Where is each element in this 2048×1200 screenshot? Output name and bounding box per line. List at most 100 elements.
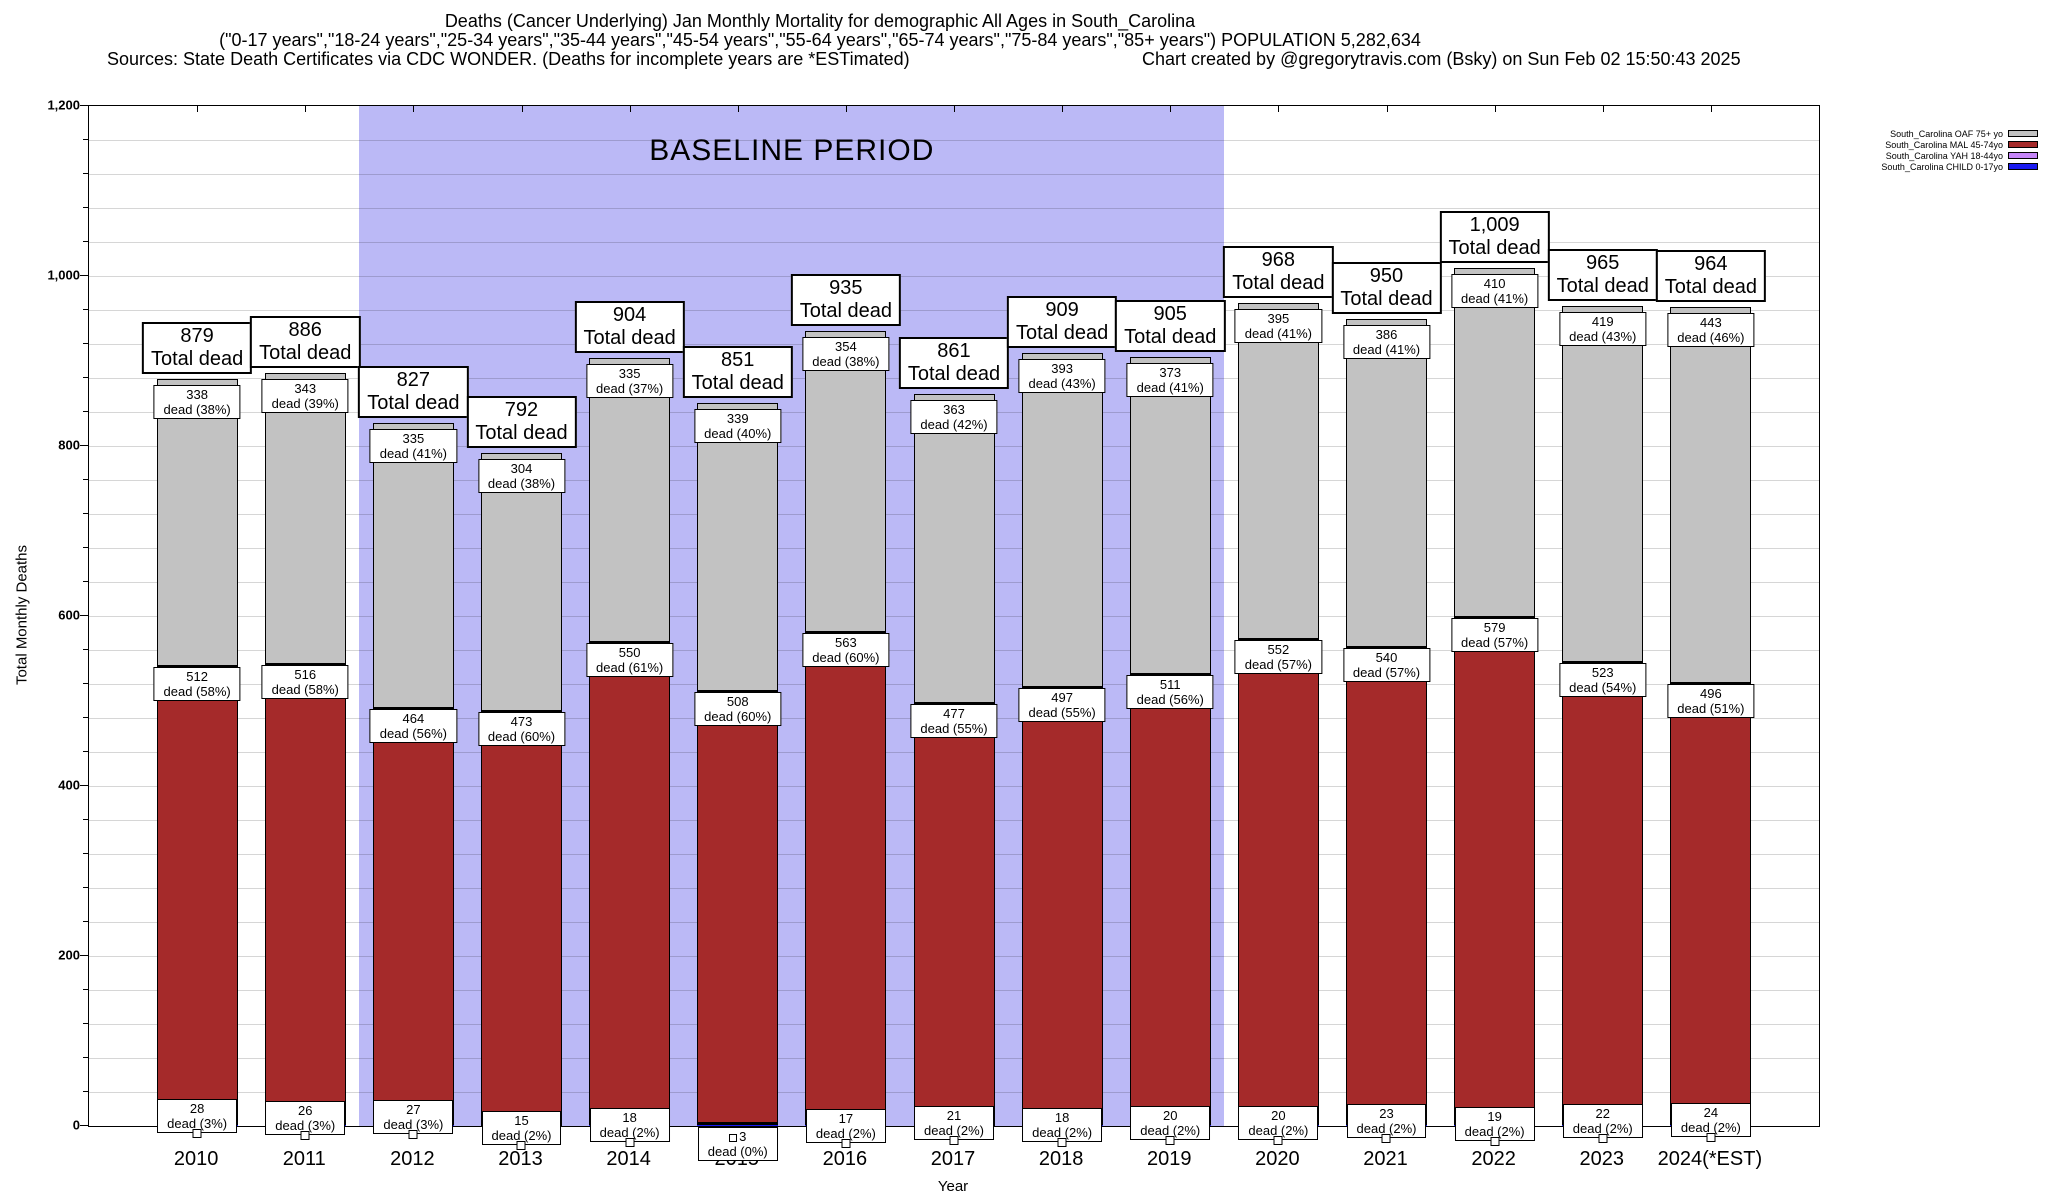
yah-segment-label: 24 dead (2%) [1670,1102,1751,1142]
plot-area: BASELINE PERIOD 879 Total dead 338 dead (38%… [88,105,1820,1162]
child-marker-square [1598,1134,1608,1144]
mal-segment-label: 508 dead (60%) [694,691,782,726]
yah-value: 18 [622,1109,637,1125]
oaf-segment [1346,318,1427,647]
yah-value: 20 [1163,1108,1178,1124]
x-tick-mark [1170,106,1172,112]
oaf-text: dead (38%) [812,354,880,370]
mal-segment-label: 497 dead (55%) [1018,688,1106,723]
x-tick-label: 2017 [930,1148,976,1170]
oaf-segment-label: 443 dead (46%) [1667,312,1755,347]
y-minor-tick-mark [83,921,88,922]
total-dead-label: 909 Total dead [1006,296,1118,349]
x-tick-mark [305,106,307,112]
yah-segment-label: 22 dead (2%) [1562,1104,1643,1144]
total-value: 861 [937,340,971,363]
y-tick-label: 1,000 [47,267,80,283]
y-minor-tick-mark [83,649,88,650]
y-minor-tick-mark [83,241,88,242]
yah-segment-label: 23 dead (2%) [1346,1103,1427,1143]
y-tick-label: 400 [58,777,80,793]
mal-text: dead (55%) [920,720,988,736]
legend-swatch [2008,130,2038,137]
total-dead-label: 964 Total dead [1655,249,1767,302]
yah-text: dead (0%) [707,1144,768,1160]
gridline [89,242,1819,243]
gridline [89,310,1819,311]
oaf-text: dead (38%) [487,475,556,491]
x-axis-title: Year [937,1178,969,1195]
child-marker-square [192,1129,202,1139]
yah-value: 15 [514,1113,529,1129]
yah-segment-label: 20 dead (2%) [1238,1106,1319,1146]
mal-segment [372,707,454,1103]
y-minor-tick-mark [83,751,88,752]
gridline [89,208,1819,209]
total-dead-label: 950 Total dead [1331,261,1442,314]
oaf-text: dead (41%) [1244,326,1312,342]
mal-text: dead (51%) [1677,701,1745,717]
total-text: Total dead [583,326,676,349]
oaf-value: 395 [1267,311,1290,327]
title-line-3: Sources: State Death Certificates via CD… [0,49,1741,69]
y-minor-tick-mark [83,887,88,888]
gridline [89,174,1819,175]
x-tick-mark [1710,106,1712,112]
x-tick-mark [413,106,415,112]
x-tick-label: 2023 [1579,1148,1625,1170]
y-minor-tick-mark [83,819,88,820]
mal-value: 511 [1159,676,1181,692]
x-tick-label: 2016 [822,1148,868,1170]
child-marker-square [1273,1136,1283,1146]
yah-segment-label: 18 dead (2%) [589,1107,670,1147]
yah-segment-label: 17 dead (2%) [805,1108,886,1148]
y-minor-tick-mark [83,377,88,378]
oaf-text: dead (43%) [1028,376,1096,392]
mal-text: dead (60%) [487,729,556,745]
mal-value: 464 [402,710,425,726]
oaf-segment [1670,306,1752,684]
x-tick-mark [1386,106,1388,112]
oaf-segment-label: 393 dead (43%) [1018,359,1106,394]
total-text: Total dead [475,421,568,444]
mal-text: dead (57%) [1244,656,1312,672]
total-value: 909 [1045,299,1079,322]
total-dead-label: 935 Total dead [790,274,902,327]
x-tick-mark [1062,106,1064,112]
total-text: Total dead [691,371,784,394]
sources-note: Sources: State Death Certificates via CD… [107,49,910,69]
mal-segment [1346,646,1427,1106]
mal-text: dead (58%) [163,684,231,700]
total-text: Total dead [150,347,244,370]
mal-segment [697,690,779,1123]
oaf-segment [1129,356,1211,674]
child-marker-square [516,1141,526,1151]
x-tick-mark [954,106,955,112]
oaf-value: 419 [1591,313,1614,329]
mal-segment [589,642,671,1110]
y-minor-tick-mark [83,411,88,412]
mal-value: 550 [618,645,641,661]
oaf-segment-label: 386 dead (41%) [1342,324,1431,359]
x-tick-label: 2012 [390,1148,435,1170]
yah-segment-label: 3 dead (0%) [697,1127,778,1162]
total-value: 1,009 [1469,214,1520,237]
yah-value: 24 [1703,1104,1719,1120]
y-minor-tick-mark [83,1057,88,1058]
x-tick-label: 2010 [173,1148,219,1170]
mal-segment [1454,616,1536,1109]
yah-text: dead (2%) [1356,1120,1417,1136]
y-minor-tick-mark [83,479,88,480]
yah-value: 21 [946,1108,962,1124]
legend-label: South_Carolina MAL 45-74yo [1885,139,2003,150]
yah-value: 17 [838,1110,854,1126]
yah-segment-label: 26 dead (3%) [265,1101,346,1141]
y-minor-tick-mark [83,139,88,140]
child-marker-square [625,1137,635,1147]
legend-label: South_Carolina CHILD 0-17yo [1881,161,2003,172]
x-tick-mark [1494,106,1496,112]
yah-value: 26 [298,1103,313,1119]
oaf-text: dead (38%) [163,401,231,417]
y-tick-mark [80,1125,88,1126]
oaf-value: 393 [1051,361,1073,377]
